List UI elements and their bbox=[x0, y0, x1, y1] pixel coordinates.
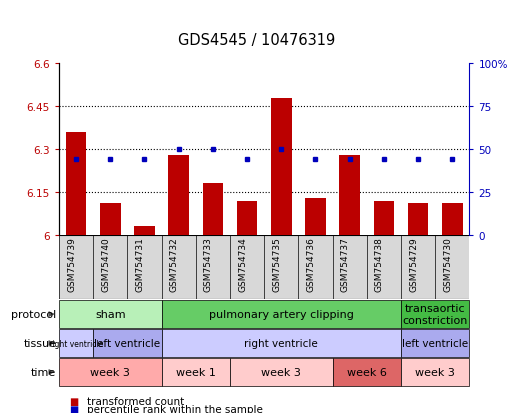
Bar bbox=[168, 155, 189, 235]
Text: percentile rank within the sample: percentile rank within the sample bbox=[87, 404, 263, 413]
Bar bbox=[203, 184, 223, 235]
Text: week 1: week 1 bbox=[176, 367, 216, 377]
Text: week 3: week 3 bbox=[90, 367, 130, 377]
Text: GSM754739: GSM754739 bbox=[67, 237, 76, 292]
Text: GSM754740: GSM754740 bbox=[101, 237, 110, 291]
Text: protocol: protocol bbox=[11, 309, 56, 319]
Text: GSM754735: GSM754735 bbox=[272, 237, 281, 292]
Text: ■: ■ bbox=[69, 404, 78, 413]
Text: GSM754734: GSM754734 bbox=[238, 237, 247, 291]
Text: GSM754731: GSM754731 bbox=[135, 237, 145, 292]
Text: sham: sham bbox=[95, 309, 126, 319]
Text: tissue: tissue bbox=[24, 338, 56, 348]
Text: GSM754729: GSM754729 bbox=[409, 237, 418, 291]
Bar bbox=[408, 204, 428, 235]
Bar bbox=[66, 133, 86, 235]
Text: GSM754736: GSM754736 bbox=[306, 237, 315, 292]
Text: left ventricle: left ventricle bbox=[94, 338, 161, 348]
Text: GDS4545 / 10476319: GDS4545 / 10476319 bbox=[178, 33, 335, 47]
Bar bbox=[305, 198, 326, 235]
Text: time: time bbox=[31, 367, 56, 377]
Text: week 3: week 3 bbox=[261, 367, 301, 377]
Bar bbox=[442, 204, 463, 235]
Text: ■: ■ bbox=[69, 396, 78, 406]
Bar bbox=[134, 227, 155, 235]
Text: transformed count: transformed count bbox=[87, 396, 185, 406]
Bar bbox=[100, 204, 121, 235]
Text: right ventricle: right ventricle bbox=[49, 339, 103, 348]
Text: GSM754737: GSM754737 bbox=[341, 237, 350, 292]
Text: GSM754733: GSM754733 bbox=[204, 237, 213, 292]
Text: GSM754738: GSM754738 bbox=[375, 237, 384, 292]
Text: GSM754732: GSM754732 bbox=[170, 237, 179, 291]
Text: left ventricle: left ventricle bbox=[402, 338, 468, 348]
Text: week 3: week 3 bbox=[415, 367, 455, 377]
Text: week 6: week 6 bbox=[347, 367, 387, 377]
Bar bbox=[373, 201, 394, 235]
Text: transaortic
constriction: transaortic constriction bbox=[403, 304, 468, 325]
Text: right ventricle: right ventricle bbox=[244, 338, 318, 348]
Bar bbox=[237, 201, 258, 235]
Text: GSM754730: GSM754730 bbox=[443, 237, 452, 292]
Text: pulmonary artery clipping: pulmonary artery clipping bbox=[209, 309, 354, 319]
Bar bbox=[271, 98, 291, 235]
Bar bbox=[340, 155, 360, 235]
